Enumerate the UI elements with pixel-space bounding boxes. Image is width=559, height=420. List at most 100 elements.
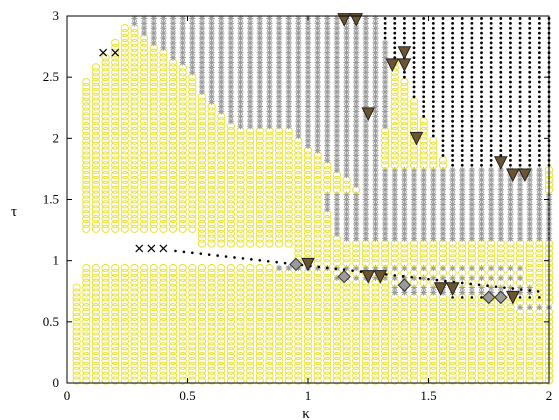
dot-point — [460, 56, 464, 59]
circle-point — [303, 239, 313, 248]
circle-point — [332, 366, 342, 375]
circle-point — [149, 337, 158, 346]
asterisk-point — [266, 98, 273, 105]
circle-point — [101, 82, 110, 92]
circle-point — [255, 175, 264, 185]
circle-point — [207, 298, 216, 307]
circle-point — [332, 293, 342, 302]
circle-point — [438, 332, 448, 341]
dot-point — [518, 95, 522, 99]
asterisk-point — [227, 78, 235, 86]
dot-point — [499, 61, 503, 64]
circle-point — [419, 366, 428, 375]
circle-point — [226, 293, 235, 302]
asterisk-point — [353, 88, 360, 96]
asterisk-point — [179, 49, 186, 56]
circle-point — [72, 342, 81, 351]
circle-point — [419, 141, 428, 150]
circle-point — [111, 263, 120, 273]
dot-point — [470, 61, 474, 64]
circle-point — [467, 361, 476, 370]
asterisk-point — [324, 25, 331, 32]
circle-point — [82, 273, 91, 282]
asterisk-point — [218, 103, 225, 110]
asterisk-point — [362, 83, 370, 91]
dot-point — [528, 100, 532, 104]
asterisk-point — [333, 230, 341, 237]
circle-point — [255, 214, 264, 224]
circle-point — [130, 117, 139, 126]
circle-point — [217, 122, 226, 131]
circle-point — [313, 288, 322, 297]
circle-point — [506, 303, 515, 312]
circle-point — [361, 283, 370, 292]
circle-point — [188, 156, 197, 165]
circle-point — [313, 229, 322, 238]
dot-point — [441, 149, 445, 152]
circle-point — [207, 122, 216, 131]
asterisk-point — [410, 235, 418, 242]
circle-point — [130, 77, 139, 87]
circle-point — [188, 312, 197, 322]
circle-point — [400, 161, 409, 170]
circle-point — [458, 303, 467, 312]
circle-point — [197, 366, 207, 375]
dot-point — [451, 105, 454, 108]
circle-point — [303, 229, 313, 238]
asterisk-point — [256, 25, 263, 32]
asterisk-point — [343, 118, 350, 125]
dot-point — [499, 46, 503, 50]
circle-point — [496, 249, 505, 258]
asterisk-point — [362, 98, 370, 105]
circle-point — [313, 224, 322, 233]
dot-point — [528, 56, 532, 59]
dot-point — [403, 17, 406, 20]
circle-point — [303, 327, 313, 336]
circle-point — [130, 327, 139, 336]
circle-point — [274, 366, 284, 375]
circle-point — [371, 361, 380, 370]
circle-point — [274, 141, 284, 150]
circle-point — [207, 234, 216, 243]
circle-point — [197, 224, 207, 233]
asterisk-point — [314, 118, 321, 125]
circle-point — [178, 185, 187, 194]
circle-point — [207, 141, 216, 150]
asterisk-point — [285, 69, 292, 76]
circle-point — [120, 146, 129, 155]
circle-point — [400, 371, 409, 380]
circle-point — [438, 361, 448, 370]
circle-point — [72, 332, 81, 341]
circle-point — [313, 214, 322, 224]
asterisk-point — [256, 122, 263, 130]
circle-point — [72, 283, 81, 292]
circle-point — [130, 356, 139, 366]
circle-point — [159, 366, 168, 375]
circle-point — [342, 254, 351, 263]
asterisk-point — [160, 44, 167, 52]
circle-point — [255, 293, 264, 302]
dot-point — [480, 85, 483, 89]
circle-point — [496, 376, 505, 385]
dot-point — [528, 80, 532, 84]
circle-point — [120, 210, 129, 219]
asterisk-point — [372, 137, 379, 144]
circle-point — [140, 210, 149, 219]
circle-point — [400, 356, 409, 366]
dot-point — [470, 139, 474, 143]
circle-point — [168, 327, 178, 336]
y-tick-label: 0 — [53, 375, 60, 390]
dot-point — [401, 275, 405, 278]
circle-point — [323, 327, 332, 336]
asterisk-point — [430, 220, 437, 228]
dot-point — [509, 95, 512, 99]
circle-point — [226, 347, 235, 356]
circle-point — [101, 303, 110, 312]
circle-point — [197, 219, 207, 229]
asterisk-point — [295, 20, 302, 27]
circle-point — [101, 351, 110, 361]
circle-point — [323, 293, 332, 302]
circle-point — [188, 117, 197, 126]
asterisk-point — [314, 122, 321, 130]
asterisk-point — [516, 225, 524, 233]
